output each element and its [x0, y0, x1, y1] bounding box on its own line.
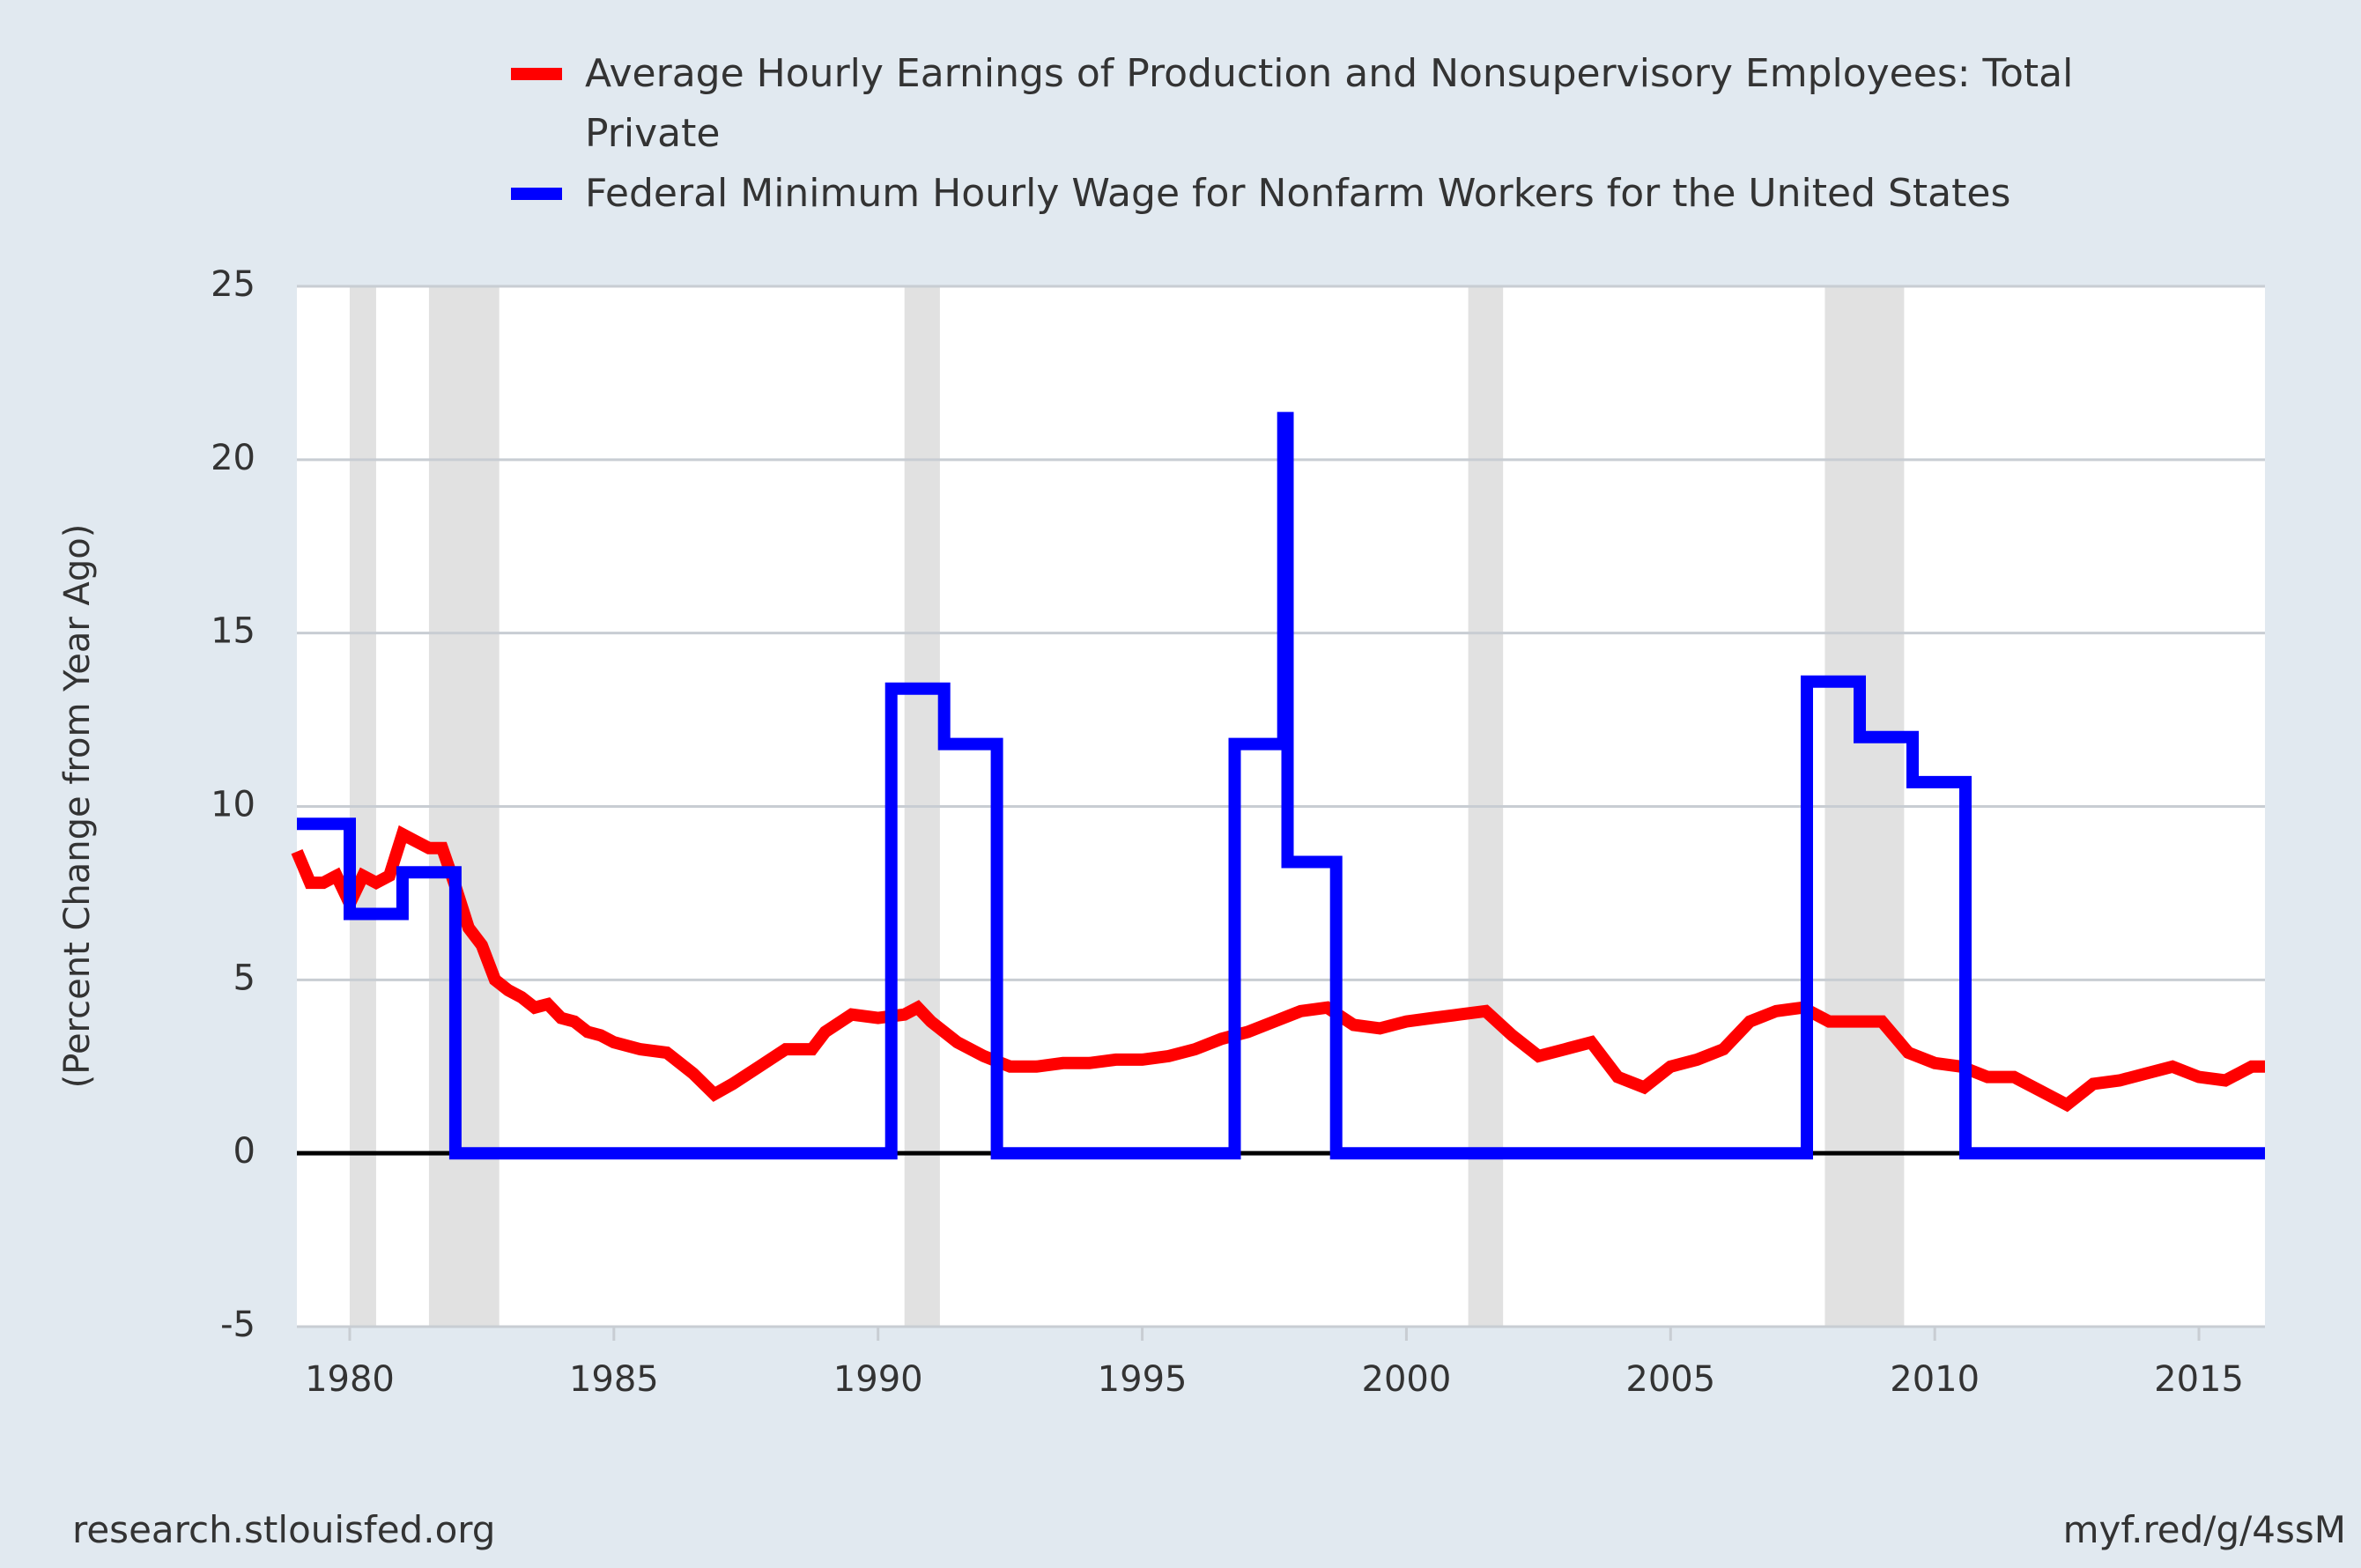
legend-item: Average Hourly Earnings of Production an…	[511, 44, 2185, 164]
y-tick-label: 25	[211, 264, 255, 305]
legend-swatch	[511, 68, 562, 80]
x-tick-label: 2000	[1362, 1359, 1452, 1400]
x-tick-label: 1990	[833, 1359, 923, 1400]
legend-item: Federal Minimum Hourly Wage for Nonfarm …	[511, 164, 2185, 224]
y-tick-label: -5	[220, 1305, 255, 1345]
chart: (Percent Change from Year Ago) -5 0 5 10 15 2…	[57, 264, 2265, 1400]
x-tick-label: 2010	[1890, 1359, 1980, 1400]
legend: Average Hourly Earnings of Production an…	[511, 44, 2185, 224]
y-tick-label: 5	[233, 958, 255, 998]
series-line	[297, 411, 2265, 1160]
link: myf.red/g/4ssM	[2062, 1508, 2346, 1551]
x-tick-label: 1980	[305, 1359, 395, 1400]
legend-label: Average Hourly Earnings of Production an…	[585, 51, 2074, 156]
y-tick-label: 20	[211, 438, 255, 478]
y-tick-label: 15	[211, 611, 255, 652]
x-tick-label: 2005	[1625, 1359, 1715, 1400]
y-axis-label: (Percent Change from Year Ago)	[57, 524, 98, 1089]
y-tick-label: 10	[211, 785, 255, 825]
legend-swatch	[511, 188, 562, 200]
x-tick-label: 1995	[1098, 1359, 1188, 1400]
x-tick-label: 2015	[2154, 1359, 2244, 1400]
y-tick-label: 0	[233, 1131, 255, 1172]
x-tick-label: 1985	[569, 1359, 659, 1400]
source: research.stlouisfed.org	[72, 1508, 496, 1551]
legend-label: Federal Minimum Hourly Wage for Nonfarm …	[585, 171, 2011, 216]
series-line	[291, 825, 2265, 1113]
